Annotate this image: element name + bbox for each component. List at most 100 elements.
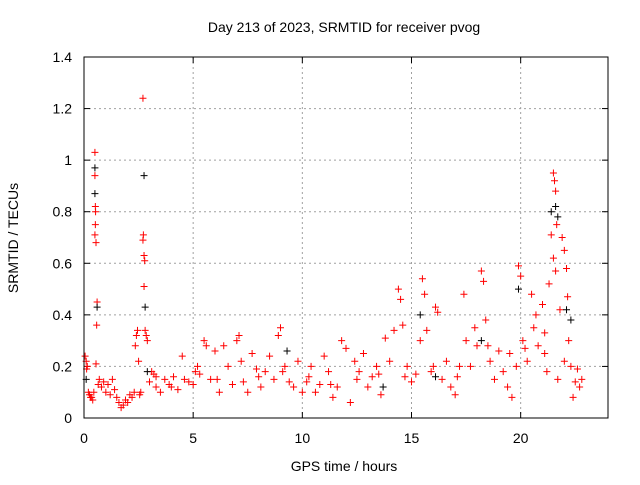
data-point-pvog: [456, 362, 464, 370]
data-point-pvog: [266, 352, 274, 360]
data-point-pvog: [552, 187, 560, 195]
data-point-pvog: [303, 378, 311, 386]
data-point-pvog: [549, 169, 557, 177]
data-point-pvog: [447, 383, 455, 391]
data-point-pvog: [213, 375, 221, 383]
data-point-pvog: [375, 370, 383, 378]
data-point-pvog: [139, 94, 147, 102]
data-point-pvog: [539, 301, 546, 309]
data-point-pvog: [237, 357, 245, 365]
data-point-pvog: [119, 401, 127, 409]
data-point-pvog: [534, 342, 542, 350]
data-point-pvog: [106, 391, 114, 399]
data-point-pvog: [298, 388, 306, 396]
data-point-other: [379, 383, 387, 391]
data-point-pvog: [429, 362, 437, 370]
data-point-pvog: [89, 396, 97, 404]
data-point-pvog: [131, 342, 139, 350]
data-point-pvog: [178, 352, 186, 360]
data-point-pvog: [167, 383, 175, 391]
y-tick-label: 0.6: [53, 255, 73, 271]
data-points: [81, 94, 586, 412]
data-point-pvog: [576, 383, 584, 391]
data-point-other: [514, 285, 522, 293]
data-point-pvog: [552, 267, 560, 275]
data-point-pvog: [543, 368, 551, 376]
data-point-pvog: [161, 375, 169, 383]
data-point-pvog: [255, 373, 263, 381]
grid: [84, 57, 608, 418]
x-tick-label: 20: [513, 430, 529, 446]
data-point-pvog: [92, 208, 100, 216]
data-point-pvog: [427, 368, 435, 376]
data-point-pvog: [139, 236, 147, 244]
data-point-other: [93, 303, 101, 311]
data-point-pvog: [556, 306, 564, 314]
data-point-pvog: [401, 373, 409, 381]
data-point-pvog: [115, 399, 123, 407]
data-point-pvog: [399, 321, 407, 329]
data-point-pvog: [386, 357, 394, 365]
data-point-pvog: [133, 326, 141, 334]
data-point-other: [567, 316, 575, 324]
data-point-pvog: [325, 368, 333, 376]
data-point-pvog: [277, 324, 284, 332]
data-point-pvog: [124, 399, 132, 407]
data-point-pvog: [270, 375, 278, 383]
data-point-pvog: [495, 347, 503, 355]
data-point-pvog: [381, 334, 389, 342]
data-point-pvog: [156, 388, 164, 396]
data-point-pvog: [377, 391, 385, 399]
data-point-pvog: [333, 383, 341, 391]
data-point-pvog: [95, 375, 103, 383]
data-point-pvog: [578, 375, 586, 383]
data-point-other: [140, 172, 148, 180]
y-tick-label: 1.4: [53, 49, 73, 65]
data-point-pvog: [342, 344, 350, 352]
data-point-pvog: [327, 380, 335, 388]
data-point-pvog: [305, 373, 313, 381]
data-point-pvog: [547, 231, 555, 239]
data-point-pvog: [191, 368, 199, 376]
data-point-pvog: [421, 290, 429, 298]
data-point-pvog: [111, 386, 119, 394]
data-point-other: [552, 203, 560, 211]
data-point-pvog: [460, 290, 468, 298]
data-point-pvog: [244, 388, 252, 396]
data-point-pvog: [368, 373, 376, 381]
data-point-pvog: [471, 324, 479, 332]
data-point-pvog: [508, 393, 516, 401]
data-point-pvog: [91, 231, 99, 239]
data-point-pvog: [432, 303, 440, 311]
data-point-pvog: [560, 246, 568, 254]
data-point-pvog: [146, 378, 153, 386]
data-point-pvog: [189, 380, 197, 388]
plot-border: [83, 56, 609, 419]
data-point-pvog: [519, 337, 527, 345]
data-point-pvog: [558, 234, 566, 241]
data-point-pvog: [202, 342, 210, 350]
data-point-pvog: [170, 373, 178, 381]
data-point-pvog: [351, 357, 359, 365]
data-point-pvog: [560, 357, 568, 365]
data-point-pvog: [248, 350, 256, 358]
y-axis-label: SRMTID / TECUs: [5, 183, 21, 293]
x-axis-label: GPS time / hours: [291, 458, 398, 474]
data-point-pvog: [480, 277, 488, 285]
y-tick-label: 0.2: [53, 358, 73, 374]
data-point-pvog: [532, 311, 540, 319]
data-point-pvog: [108, 375, 116, 383]
data-point-pvog: [521, 344, 529, 352]
data-point-pvog: [130, 388, 138, 396]
data-point-other: [416, 311, 424, 319]
data-point-pvog: [359, 350, 367, 358]
data-point-pvog: [104, 380, 112, 388]
y-tick-label: 1: [64, 152, 72, 168]
data-point-pvog: [329, 393, 337, 401]
data-point-pvog: [418, 275, 426, 283]
data-point-pvog: [486, 357, 494, 365]
data-point-pvog: [211, 347, 219, 355]
data-point-pvog: [102, 388, 110, 396]
data-point-pvog: [569, 393, 577, 401]
